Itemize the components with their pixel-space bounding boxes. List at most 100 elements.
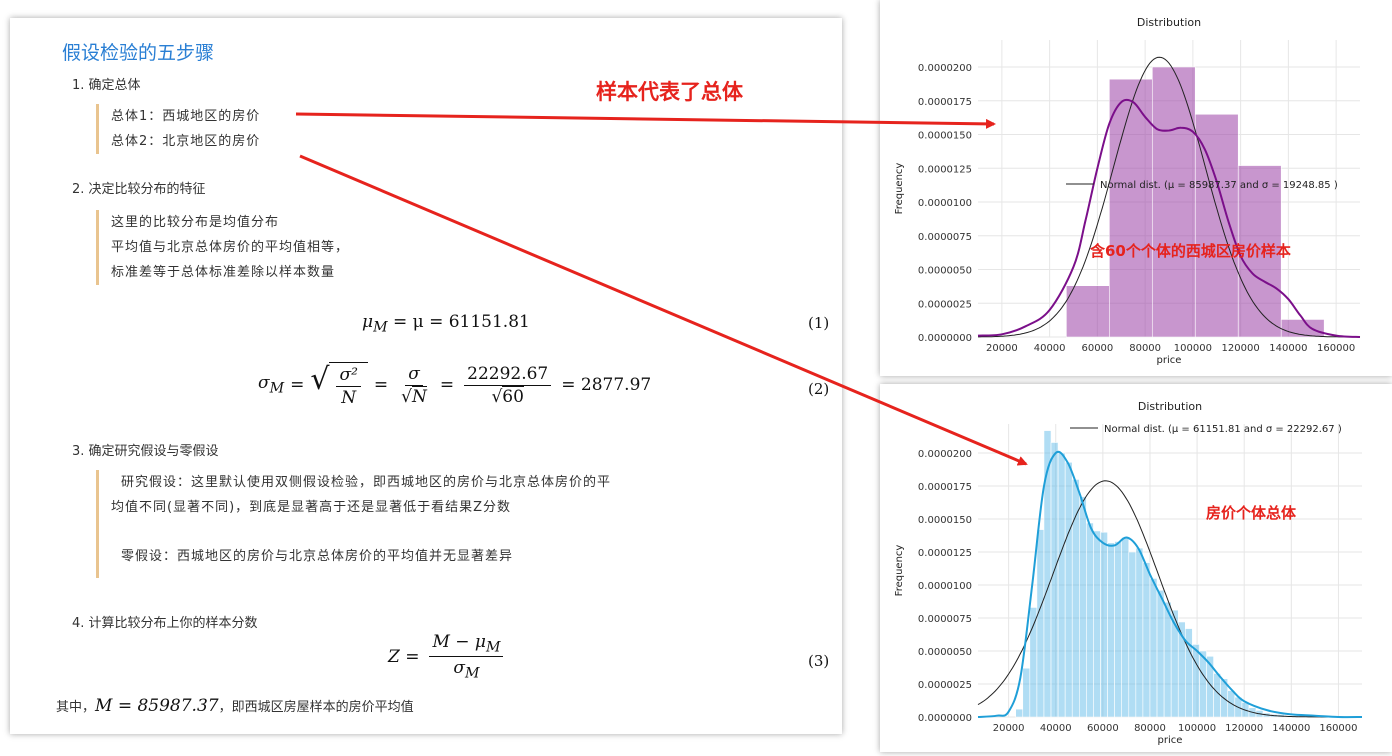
document-panel: 假设检验的五步骤 1. 确定总体 总体1：西城地区的房价 总体2：北京地区的房价… <box>10 18 842 734</box>
legend-label: Normal dist. (μ = 61151.81 and σ = 22292… <box>1104 424 1342 435</box>
histogram-bar <box>1086 522 1094 718</box>
x-tick-label: 160000 <box>1319 723 1357 734</box>
y-tick-label: 0.0000025 <box>918 299 972 310</box>
x-tick-label: 80000 <box>1129 343 1161 354</box>
histogram-bar <box>1015 708 1024 718</box>
equation-3-number: (3) <box>808 652 830 670</box>
y-tick-label: 0.0000025 <box>918 680 972 691</box>
x-tick-label: 20000 <box>986 343 1018 354</box>
histogram-bar <box>1036 529 1045 718</box>
y-tick-label: 0.0000125 <box>918 548 972 559</box>
histogram-bar <box>1093 530 1101 718</box>
research-hypothesis-line-2: 均值不同(显著不同)，到底是显著高于还是显著低于看结果Z分数 <box>111 500 512 515</box>
histogram-bar <box>1057 452 1066 718</box>
null-hypothesis: 零假设：西城地区的房价与北京总体房价的平均值并无显著差异 <box>121 549 514 564</box>
histogram-bar <box>1107 542 1115 718</box>
kde-curve <box>977 450 1363 719</box>
y-tick-label: 0.0000200 <box>918 449 972 460</box>
equation-3: Z = M − μM σM <box>388 632 507 682</box>
page-title: 假设检验的五步骤 <box>62 42 215 64</box>
population-quote: 总体1：西城地区的房价 总体2：北京地区的房价 <box>96 104 260 154</box>
y-tick-label: 0.0000175 <box>918 482 972 493</box>
y-tick-label: 0.0000100 <box>918 198 972 209</box>
histogram-bar <box>1079 496 1087 718</box>
y-axis-label: Frequency <box>894 163 905 215</box>
histogram-bar <box>1121 537 1130 718</box>
x-tick-label: 100000 <box>1174 343 1212 354</box>
histogram-bar <box>1029 607 1038 718</box>
equation-2-number: (2) <box>808 380 830 398</box>
population-distribution-chart: 0.0000000 0.0000025 0.0000050 0.0000075 0.00… <box>894 400 1363 746</box>
histogram-bar <box>1100 531 1108 718</box>
x-tick-label: 120000 <box>1222 343 1260 354</box>
y-tick-label: 0.0000075 <box>918 614 972 625</box>
sample-chart-panel: 0.0000000 0.0000025 0.0000050 0.0000075 0.00… <box>880 0 1392 376</box>
histogram-bar <box>1192 644 1200 718</box>
x-tick-label: 100000 <box>1178 723 1216 734</box>
chart-title: Distribution <box>1138 400 1202 413</box>
step-3-heading: 3. 确定研究假设与零假设 <box>72 444 219 459</box>
y-tick-label: 0.0000200 <box>918 63 972 74</box>
histogram-bar <box>1114 541 1123 718</box>
normal-fit-curve <box>978 56 1360 338</box>
x-tick-label: 40000 <box>1040 723 1072 734</box>
population-2: 总体2：北京地区的房价 <box>111 134 261 149</box>
y-tick-label: 0.0000175 <box>918 97 972 108</box>
y-axis-label: Frequency <box>894 545 905 597</box>
x-tick-label: 160000 <box>1317 343 1355 354</box>
legend-label: Normal dist. (μ = 85987.37 and σ = 19248… <box>1100 180 1338 191</box>
sample-represents-annotation: 样本代表了总体 <box>596 80 743 104</box>
step-1-heading: 1. 确定总体 <box>72 78 141 93</box>
sample-distribution-chart: 0.0000000 0.0000025 0.0000050 0.0000075 0.00… <box>894 16 1361 366</box>
histogram-bar <box>1066 285 1110 338</box>
y-tick-label: 0.0000150 <box>918 131 972 142</box>
histogram-bar <box>1064 461 1073 718</box>
footer-note: 其中，M = 85987.37，即西城区房屋样本的房价平均值 <box>56 696 414 716</box>
x-tick-label: 140000 <box>1272 723 1310 734</box>
histogram-bar <box>1149 578 1158 718</box>
kde-curve <box>977 98 1361 338</box>
distribution-line-3: 标准差等于总体标准差除以样本数量 <box>111 265 336 280</box>
equation-2: σM = √ σ² N = σ √N = 22292.67 √60 = 2877.97 <box>258 362 652 408</box>
hypothesis-quote: 研究假设：这里默认使用双侧假设检验，即西城地区的房价与北京总体房价的平 均值不同… <box>96 470 731 578</box>
research-hypothesis-line-1: 研究假设：这里默认使用双侧假设检验，即西城地区的房价与北京总体房价的平 <box>121 475 612 490</box>
histogram-bar <box>1022 667 1031 718</box>
normal-fit-curve <box>977 480 1362 718</box>
chart-title: Distribution <box>1137 16 1201 29</box>
y-tick-label: 0.0000000 <box>918 713 972 724</box>
y-tick-label: 0.0000100 <box>918 581 972 592</box>
equation-1: μM = μ = 61151.81 <box>362 312 530 336</box>
population-chart-panel: 0.0000000 0.0000025 0.0000050 0.0000075 0.00… <box>880 384 1392 752</box>
histogram-bar <box>1194 113 1239 338</box>
histogram-bar <box>1156 589 1165 718</box>
y-tick-label: 0.0000050 <box>918 647 972 658</box>
x-axis-label: price <box>1157 355 1182 366</box>
y-tick-label: 0.0000150 <box>918 515 972 526</box>
distribution-line-1: 这里的比较分布是均值分布 <box>111 215 280 230</box>
sqrt-variance: √ σ² N <box>310 362 368 408</box>
step-4-heading: 4. 计算比较分布上你的样本分数 <box>72 616 258 631</box>
step-2-heading: 2. 决定比较分布的特征 <box>72 182 206 197</box>
histogram-bar <box>1163 601 1172 718</box>
x-tick-label: 20000 <box>993 723 1025 734</box>
y-tick-label: 0.0000000 <box>918 333 972 344</box>
y-tick-label: 0.0000125 <box>918 164 972 175</box>
x-tick-label: 40000 <box>1034 343 1066 354</box>
x-tick-label: 60000 <box>1081 343 1113 354</box>
x-tick-label: 60000 <box>1087 723 1119 734</box>
x-tick-label: 120000 <box>1225 723 1263 734</box>
histogram-bar <box>1151 66 1196 338</box>
equation-1-number: (1) <box>808 314 830 332</box>
distribution-quote: 这里的比较分布是均值分布 平均值与北京总体房价的平均值相等， 标准差等于总体标准… <box>96 210 349 285</box>
histogram-bar <box>1128 551 1137 718</box>
y-tick-label: 0.0000075 <box>918 232 972 243</box>
x-axis-label: price <box>1158 735 1183 746</box>
distribution-line-2: 平均值与北京总体房价的平均值相等， <box>111 240 350 255</box>
population-1: 总体1：西城地区的房价 <box>111 109 261 124</box>
histogram-bar <box>1050 442 1059 718</box>
histogram-bar <box>1109 78 1153 338</box>
population-label-annotation: 房价个体总体 <box>1206 504 1297 522</box>
sample-label-annotation: 含60个个体的西城区房价样本 <box>1090 242 1291 260</box>
histogram-bar <box>1142 562 1151 718</box>
histogram-bar <box>1170 609 1179 718</box>
